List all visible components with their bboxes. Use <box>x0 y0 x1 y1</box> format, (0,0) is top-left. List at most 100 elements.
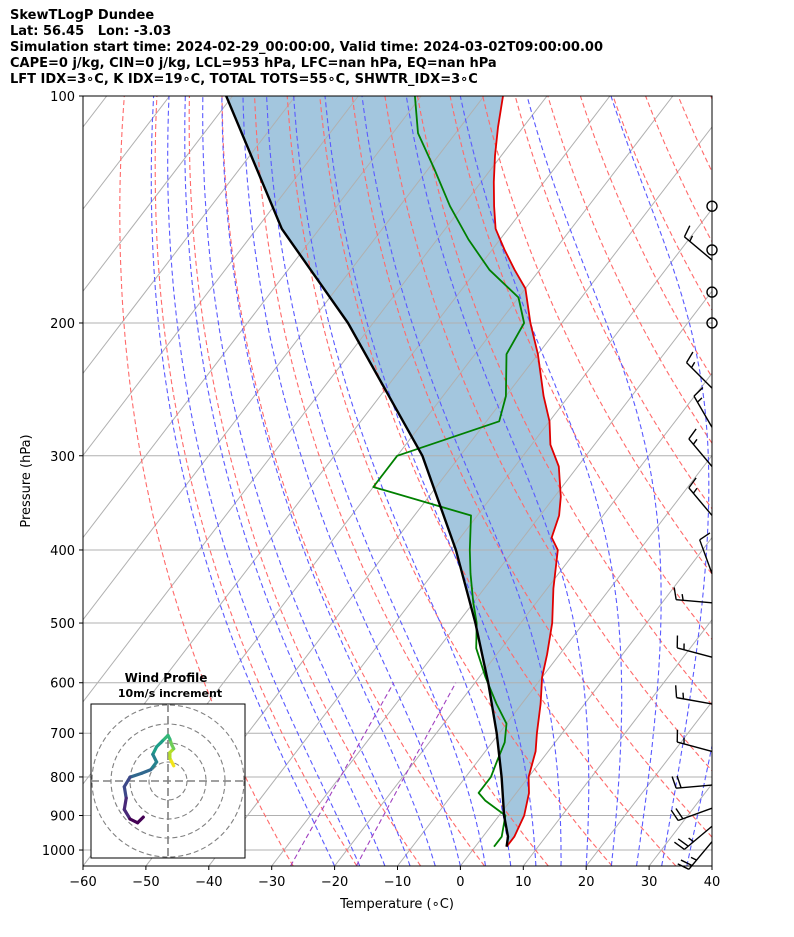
wind-barb-half-flag <box>690 361 696 368</box>
isotherm-line <box>83 96 485 621</box>
wind-barb-half-flag <box>692 487 698 494</box>
wind-barb-staff <box>676 696 713 705</box>
wind-barb-staff <box>693 395 713 428</box>
hodograph-segment <box>136 815 145 825</box>
wind-barb-half-flag <box>681 594 684 601</box>
inset-subtitle: 10m/s increment <box>118 687 222 700</box>
wind-barb <box>673 825 713 850</box>
isotherm-line <box>585 700 712 866</box>
dry-adiabat <box>449 96 712 641</box>
x-tick-label: −10 <box>384 875 411 890</box>
inset-title: Wind Profile <box>125 671 208 685</box>
moist-adiabat <box>184 96 386 866</box>
x-axis-label: Temperature (∘C) <box>339 897 454 912</box>
y-tick-label: 800 <box>50 771 75 786</box>
moist-adiabat <box>610 96 710 866</box>
isotherm-line <box>397 454 712 866</box>
wind-barb <box>685 351 713 389</box>
wind-barb <box>688 477 713 516</box>
wind-barb-staff <box>677 647 713 658</box>
hodograph-segment <box>122 796 128 812</box>
isotherm-line <box>83 96 296 375</box>
y-tick-label: 700 <box>50 727 75 742</box>
dry-adiabat <box>547 96 712 445</box>
x-tick-label: −30 <box>258 875 285 890</box>
y-tick-label: 200 <box>50 317 75 332</box>
isotherm-line <box>271 290 712 866</box>
hodograph-segment <box>122 807 132 821</box>
dry-adiabat <box>743 96 794 866</box>
header-title: SkewTLogP Dundee <box>10 8 155 23</box>
isotherm-line <box>648 783 712 866</box>
dry-adiabat <box>416 96 712 706</box>
wind-barb-flag <box>683 225 691 238</box>
wind-barb-staff <box>676 598 713 604</box>
moist-adiabat <box>242 96 461 866</box>
moist-adiabat <box>686 743 712 866</box>
wind-barb-flag <box>670 809 679 821</box>
x-tick-label: 20 <box>578 875 595 890</box>
wind-barb-staff <box>686 362 713 389</box>
dry-adiabat <box>221 96 485 866</box>
wind-barb-flag <box>693 386 704 397</box>
moist-adiabat <box>459 96 623 866</box>
isotherm-line <box>83 96 548 703</box>
dry-adiabat <box>776 96 794 866</box>
wind-barb-flag <box>685 351 694 364</box>
y-tick-label: 100 <box>50 90 75 105</box>
wind-barb <box>671 775 713 789</box>
dry-adiabat <box>579 96 712 379</box>
wind-barb-flag <box>675 808 684 820</box>
dry-adiabat <box>645 96 712 243</box>
y-tick-label: 600 <box>50 677 75 692</box>
wind-barb-half-flag <box>689 235 694 242</box>
header-location: Lat: 56.45 Lon: -3.03 <box>10 24 172 39</box>
wind-barb <box>673 587 713 604</box>
wind-barb-flag <box>677 863 690 870</box>
wind-barb <box>683 225 713 261</box>
wind-barb-half-flag <box>690 856 697 861</box>
x-tick-label: −40 <box>195 875 222 890</box>
x-tick-label: 10 <box>515 875 532 890</box>
wind-barb-staff <box>683 825 713 850</box>
hodograph-segment <box>122 775 132 789</box>
dry-adiabat <box>286 96 613 866</box>
wind-barb-half-flag <box>688 837 695 843</box>
dry-adiabat <box>612 96 712 312</box>
isotherm-line <box>711 865 712 866</box>
wind-barb-flag <box>677 838 689 847</box>
x-tick-label: −20 <box>321 875 348 890</box>
wind-barb <box>677 841 713 870</box>
dry-adiabat <box>254 96 549 866</box>
moist-adiabat <box>202 96 411 866</box>
parcel-line <box>225 96 510 847</box>
wind-barb-staff <box>688 841 713 870</box>
isotherm-line <box>83 96 422 539</box>
moist-adiabat <box>293 96 512 866</box>
x-tick-label: 30 <box>641 875 658 890</box>
x-tick-label: 0 <box>456 875 464 890</box>
mixing-ratio-line <box>290 682 395 866</box>
isotherm-line <box>522 618 712 866</box>
wind-barb <box>674 685 713 705</box>
wind-barb-flag <box>673 587 677 600</box>
wind-barb-calm <box>706 286 718 298</box>
mixing-ratio-line <box>355 682 457 866</box>
moist-adiabat <box>266 96 487 866</box>
x-tick-label: −60 <box>69 875 96 890</box>
isotherm-line <box>334 372 712 866</box>
isotherm-line <box>83 96 233 293</box>
isotherm-line <box>460 536 712 866</box>
dry-adiabat <box>384 96 712 772</box>
moist-adiabat <box>150 96 336 866</box>
header-index-line: LFT IDX=3∘C, K IDX=19∘C, TOTAL TOTS=55∘C… <box>10 72 478 87</box>
wind-barb-staff <box>676 784 713 789</box>
y-tick-label: 1000 <box>42 844 75 859</box>
wind-barb-flag <box>688 428 697 440</box>
hodograph-segment <box>139 767 153 776</box>
y-axis-label: Pressure (hPa) <box>19 434 34 527</box>
wind-barb-half-flag <box>692 438 698 445</box>
wind-barb-half-flag <box>697 397 703 403</box>
header-times: Simulation start time: 2024-02-29_00:00:… <box>10 40 603 55</box>
wind-barb-calm <box>706 317 718 329</box>
